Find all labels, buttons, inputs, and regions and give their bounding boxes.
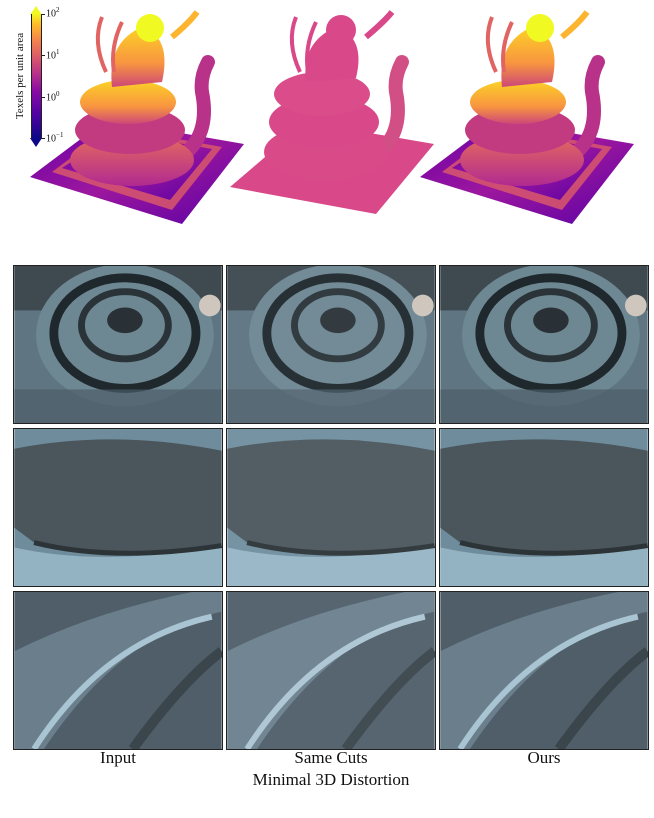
colorbar-max-arrow (30, 6, 42, 15)
colorbar-tick (41, 97, 45, 98)
colorbar-tick (41, 138, 45, 139)
colorbar-tick (41, 14, 45, 15)
closeup-coil-ours (439, 265, 649, 424)
colorbar-tick-label: 100 (46, 90, 60, 104)
closeup-base-wall-ours (439, 428, 649, 587)
column-label-same-cuts: Same Cuts (294, 748, 368, 767)
colorbar-gradient (31, 14, 42, 138)
column-label-input: Input (100, 748, 136, 767)
column-label-ours: Ours (527, 748, 561, 767)
statue-render-input (30, 10, 244, 224)
colorbar-min-arrow (30, 138, 42, 147)
texture-comparison-grid (13, 265, 649, 750)
closeup-tail-ridge-input (13, 591, 223, 750)
colorbar-tick-label: 10−1 (46, 131, 64, 145)
colorbar: Texels per unit area 102 101 100 10−1 (6, 4, 66, 156)
closeup-tail-ridge-same-cuts (226, 591, 436, 750)
ours-density-render (412, 2, 642, 230)
input-density-render (22, 2, 252, 230)
colorbar-tick (41, 55, 45, 56)
same-cuts-density-render (216, 2, 446, 230)
closeup-base-wall-same-cuts (226, 428, 436, 587)
colorbar-tick-label: 101 (46, 48, 60, 62)
closeup-coil-same-cuts (226, 265, 436, 424)
statue-render-ours (420, 10, 634, 224)
closeup-coil-input (13, 265, 223, 424)
column-sublabel-same-cuts: Minimal 3D Distortion (252, 770, 410, 789)
colorbar-tick-label: 102 (46, 6, 60, 20)
closeup-tail-ridge-ours (439, 591, 649, 750)
statue-render-same-cuts (230, 10, 434, 214)
closeup-base-wall-input (13, 428, 223, 587)
